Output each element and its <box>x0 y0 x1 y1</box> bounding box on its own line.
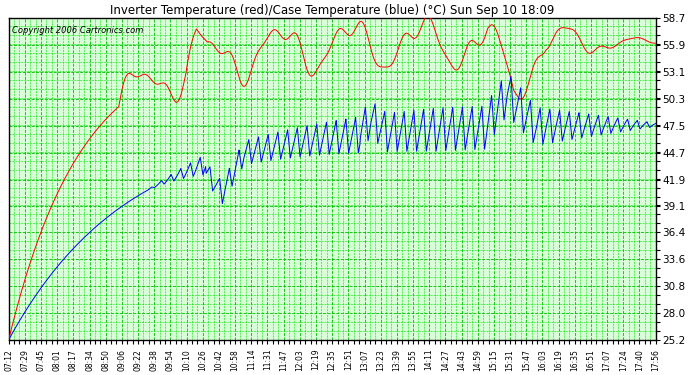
Text: Copyright 2006 Cartronics.com: Copyright 2006 Cartronics.com <box>12 26 144 35</box>
Title: Inverter Temperature (red)/Case Temperature (blue) (°C) Sun Sep 10 18:09: Inverter Temperature (red)/Case Temperat… <box>110 4 554 17</box>
